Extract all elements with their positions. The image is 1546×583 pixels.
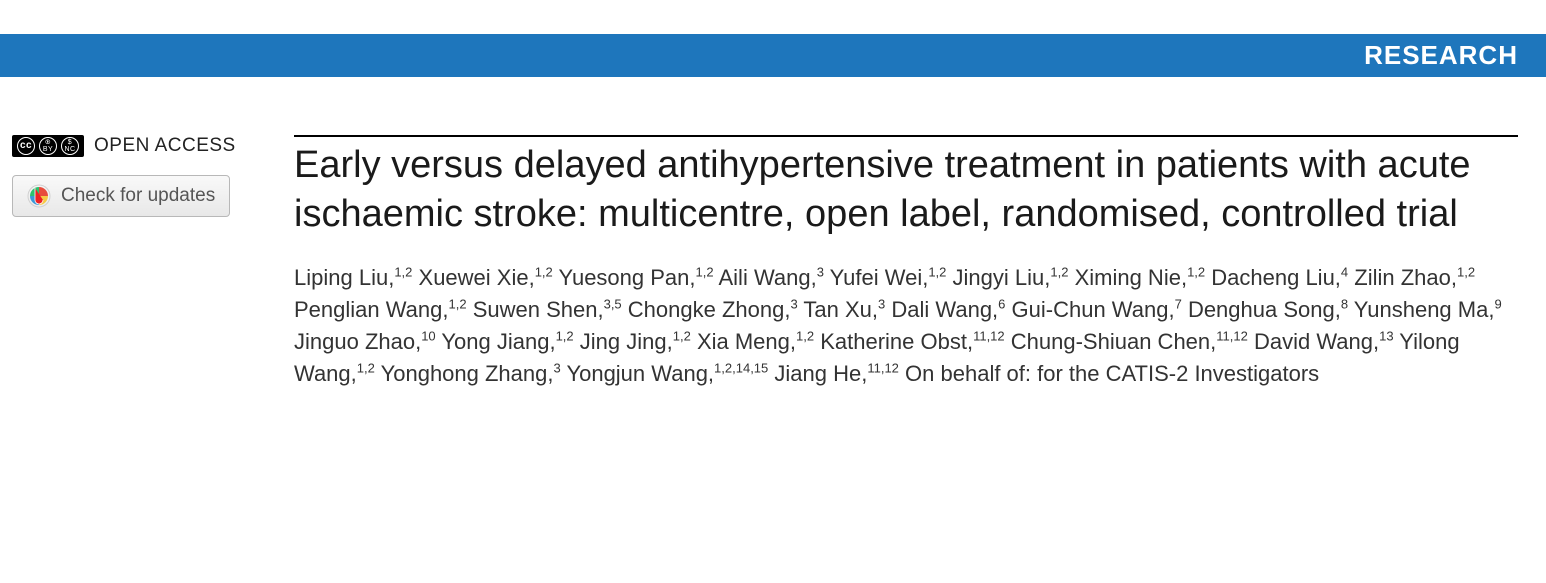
section-header-bar: RESEARCH <box>0 34 1546 77</box>
author: Katherine Obst,11,12 <box>820 329 1004 354</box>
author-affiliation: 1,2 <box>1187 265 1205 280</box>
author: Suwen Shen,3,5 <box>473 297 622 322</box>
article-main: Early versus delayed antihypertensive tr… <box>294 135 1518 390</box>
author-affiliation: 3 <box>817 265 824 280</box>
author-affiliation: 13 <box>1379 329 1393 344</box>
author-affiliation: 11,12 <box>867 361 899 376</box>
author-affiliation: 9 <box>1494 297 1501 312</box>
cc-by-circle: 🅯 BY <box>39 137 57 155</box>
author-affiliation: 1,2 <box>1457 265 1475 280</box>
author: Yunsheng Ma,9 <box>1354 297 1502 322</box>
author-affiliation: 3 <box>790 297 797 312</box>
author-affiliation: 1,2 <box>394 265 412 280</box>
author: Jinguo Zhao,10 <box>294 329 436 354</box>
author-affiliation: 10 <box>421 329 435 344</box>
author-affiliation: 1,2 <box>357 361 375 376</box>
author-affiliation: 1,2 <box>673 329 691 344</box>
author-affiliation: 6 <box>998 297 1005 312</box>
sidebar: cc 🅯 BY $ NC OPEN ACCESS <box>12 135 272 390</box>
author: Jing Jing,1,2 <box>580 329 691 354</box>
author: Xuewei Xie,1,2 <box>419 265 553 290</box>
crossmark-icon <box>27 184 51 208</box>
author: Denghua Song,8 <box>1188 297 1348 322</box>
author-affiliation: 3,5 <box>604 297 622 312</box>
author: Aili Wang,3 <box>719 265 824 290</box>
author: Yufei Wei,1,2 <box>830 265 947 290</box>
author: David Wang,13 <box>1254 329 1394 354</box>
author: Ximing Nie,1,2 <box>1075 265 1206 290</box>
author: Jingyi Liu,1,2 <box>953 265 1069 290</box>
cc-license-icon: cc 🅯 BY $ NC <box>12 135 84 157</box>
author: Chung-Shiuan Chen,11,12 <box>1011 329 1248 354</box>
author-affiliation: 8 <box>1341 297 1348 312</box>
author: Chongke Zhong,3 <box>628 297 798 322</box>
author-affiliation: 1,2 <box>449 297 467 312</box>
author-affiliation: 3 <box>878 297 885 312</box>
author: Dali Wang,6 <box>891 297 1005 322</box>
check-for-updates-button[interactable]: Check for updates <box>12 175 230 217</box>
author-affiliation: 11,12 <box>1216 329 1248 344</box>
open-access-label: OPEN ACCESS <box>94 135 236 157</box>
author-affiliation: 1,2 <box>535 265 553 280</box>
author-affiliation: 1,2,14,15 <box>714 361 768 376</box>
open-access-badge: cc 🅯 BY $ NC OPEN ACCESS <box>12 135 272 157</box>
cc-nc-circle: $ NC <box>61 137 79 155</box>
author-affiliation: 1,2 <box>1050 265 1068 280</box>
author: Jiang He,11,12 <box>774 361 899 386</box>
author: Yong Jiang,1,2 <box>441 329 573 354</box>
author-affiliation: 1,2 <box>696 265 714 280</box>
author: Yonghong Zhang,3 <box>381 361 561 386</box>
author: Dacheng Liu,4 <box>1211 265 1348 290</box>
check-for-updates-label: Check for updates <box>61 185 215 207</box>
author: Yongjun Wang,1,2,14,15 <box>566 361 768 386</box>
author-affiliation: 3 <box>553 361 560 376</box>
author-affiliation: 11,12 <box>973 329 1005 344</box>
author: Tan Xu,3 <box>803 297 885 322</box>
section-label: RESEARCH <box>1364 40 1518 70</box>
author: Penglian Wang,1,2 <box>294 297 467 322</box>
author: Xia Meng,1,2 <box>697 329 814 354</box>
author-affiliation: 4 <box>1341 265 1348 280</box>
author-list: Liping Liu,1,2 Xuewei Xie,1,2 Yuesong Pa… <box>294 262 1518 390</box>
author: Liping Liu,1,2 <box>294 265 412 290</box>
content-wrap: cc 🅯 BY $ NC OPEN ACCESS <box>0 77 1546 410</box>
author: Gui-Chun Wang,7 <box>1012 297 1182 322</box>
article-title: Early versus delayed antihypertensive tr… <box>294 141 1518 238</box>
authors-suffix: On behalf of: for the CATIS-2 Investigat… <box>905 361 1319 386</box>
author-affiliation: 1,2 <box>928 265 946 280</box>
author: Zilin Zhao,1,2 <box>1354 265 1475 290</box>
author-affiliation: 7 <box>1175 297 1182 312</box>
author-affiliation: 1,2 <box>796 329 814 344</box>
cc-main-circle: cc <box>17 137 35 155</box>
author-affiliation: 1,2 <box>556 329 574 344</box>
author: Yuesong Pan,1,2 <box>559 265 714 290</box>
